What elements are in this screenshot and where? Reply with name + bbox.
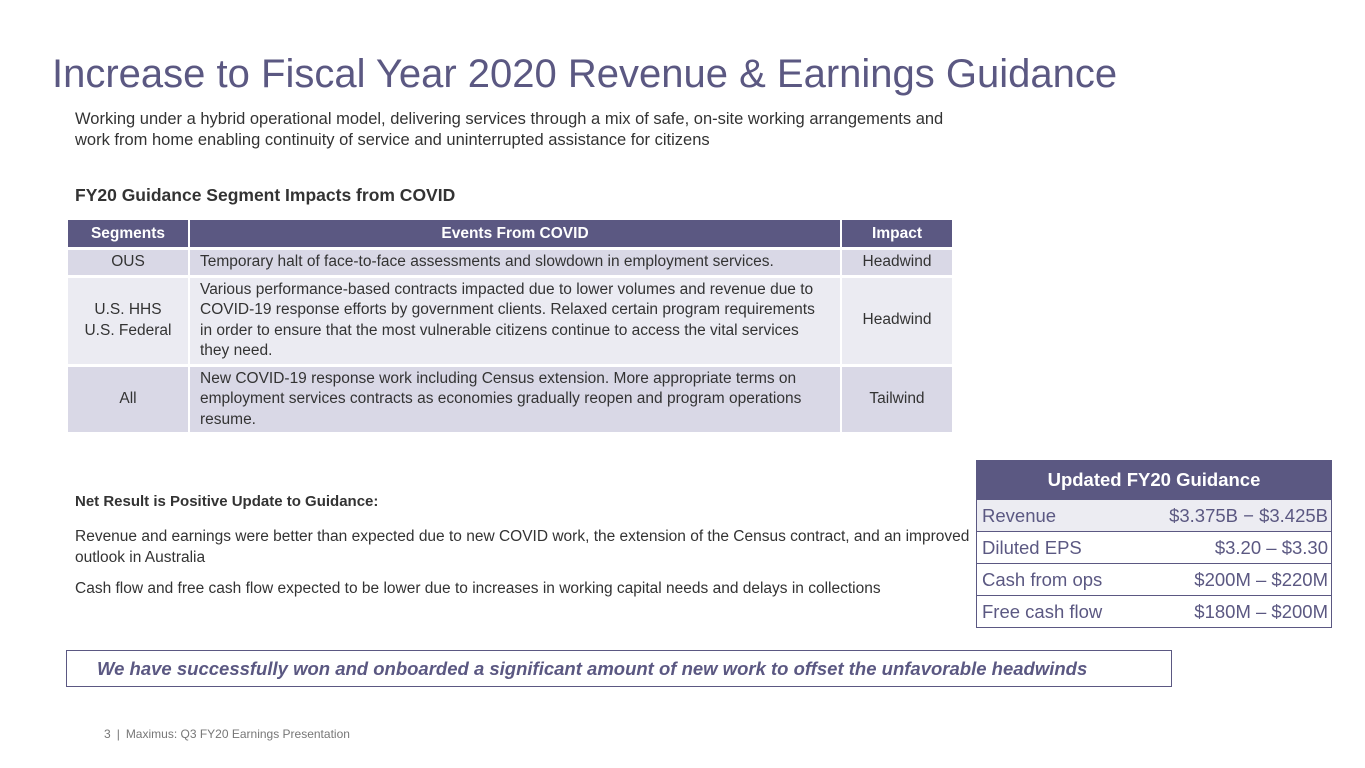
guidance-row: Free cash flow $180M – $200M — [977, 595, 1331, 627]
guidance-row: Revenue $3.375B − $3.425B — [977, 499, 1331, 531]
guidance-value: $180M – $200M — [1194, 600, 1328, 622]
table-cell: OUS — [68, 250, 188, 275]
net-result-text: Revenue and earnings were better than ex… — [75, 528, 970, 566]
guidance-label: Revenue — [982, 504, 1057, 526]
footer: 3 | Maximus: Q3 FY20 Earnings Presentation — [104, 727, 356, 741]
table-cell: All — [68, 366, 188, 432]
impact-table: Segments Events From COVID Impact OUS Tem… — [66, 217, 954, 435]
guidance-rows: Revenue $3.375B − $3.425B Diluted EPS $3.20… — [977, 499, 1331, 627]
table-cell: Headwind — [842, 250, 952, 275]
table-row: U.S. HHS U.S. Federal Various performance… — [68, 277, 952, 364]
footer-text: Maximus: Q3 FY20 Earnings Presentation — [125, 727, 350, 741]
guidance-value: $3.375B − $3.425B — [1169, 504, 1328, 526]
page-number: 3 — [104, 727, 111, 741]
guidance-label: Diluted EPS — [982, 536, 1082, 558]
guidance-row: Cash from ops $200M – $220M — [977, 563, 1331, 595]
separator: | — [116, 727, 120, 741]
table-cell: Temporary halt of face-to-face assessmen… — [190, 250, 840, 275]
table-cell: Headwind — [842, 277, 952, 364]
table-cell: Various performance-based contracts impa… — [190, 277, 840, 364]
guidance-box: Updated FY20 Guidance Revenue $3.375B − $… — [976, 460, 1332, 628]
guidance-row: Diluted EPS $3.20 – $3.30 — [977, 531, 1331, 563]
table-row: OUS Temporary halt of face-to-face assess… — [68, 250, 952, 275]
column-header: Events From COVID — [190, 220, 840, 247]
table-cell: U.S. HHS U.S. Federal — [68, 277, 188, 364]
title: Increase to Fiscal Year 2020 Revenue & E… — [52, 52, 1118, 96]
table-row: All New COVID-19 response work including … — [68, 366, 952, 432]
subtitle: Working under a hybrid operational model… — [75, 110, 944, 149]
guidance-value: $200M – $220M — [1194, 568, 1328, 590]
column-header: Impact — [842, 220, 952, 247]
net-result-heading: Net Result is Positive Update to Guidanc… — [75, 493, 379, 510]
table-body: OUS Temporary halt of face-to-face assess… — [68, 250, 952, 432]
callout: We have successfully won and onboarded a… — [66, 650, 1172, 687]
guidance-label: Free cash flow — [982, 600, 1103, 622]
column-header: Segments — [68, 220, 188, 247]
guidance-value: $3.20 – $3.30 — [1214, 536, 1328, 558]
table-cell: New COVID-19 response work including Cen… — [190, 366, 840, 432]
net-result-text: Cash flow and free cash flow expected to… — [75, 580, 881, 597]
guidance-title: Updated FY20 Guidance — [977, 461, 1331, 499]
table-title: FY20 Guidance Segment Impacts from COVID — [75, 185, 456, 205]
table-cell: Tailwind — [842, 366, 952, 432]
guidance-label: Cash from ops — [982, 568, 1103, 590]
